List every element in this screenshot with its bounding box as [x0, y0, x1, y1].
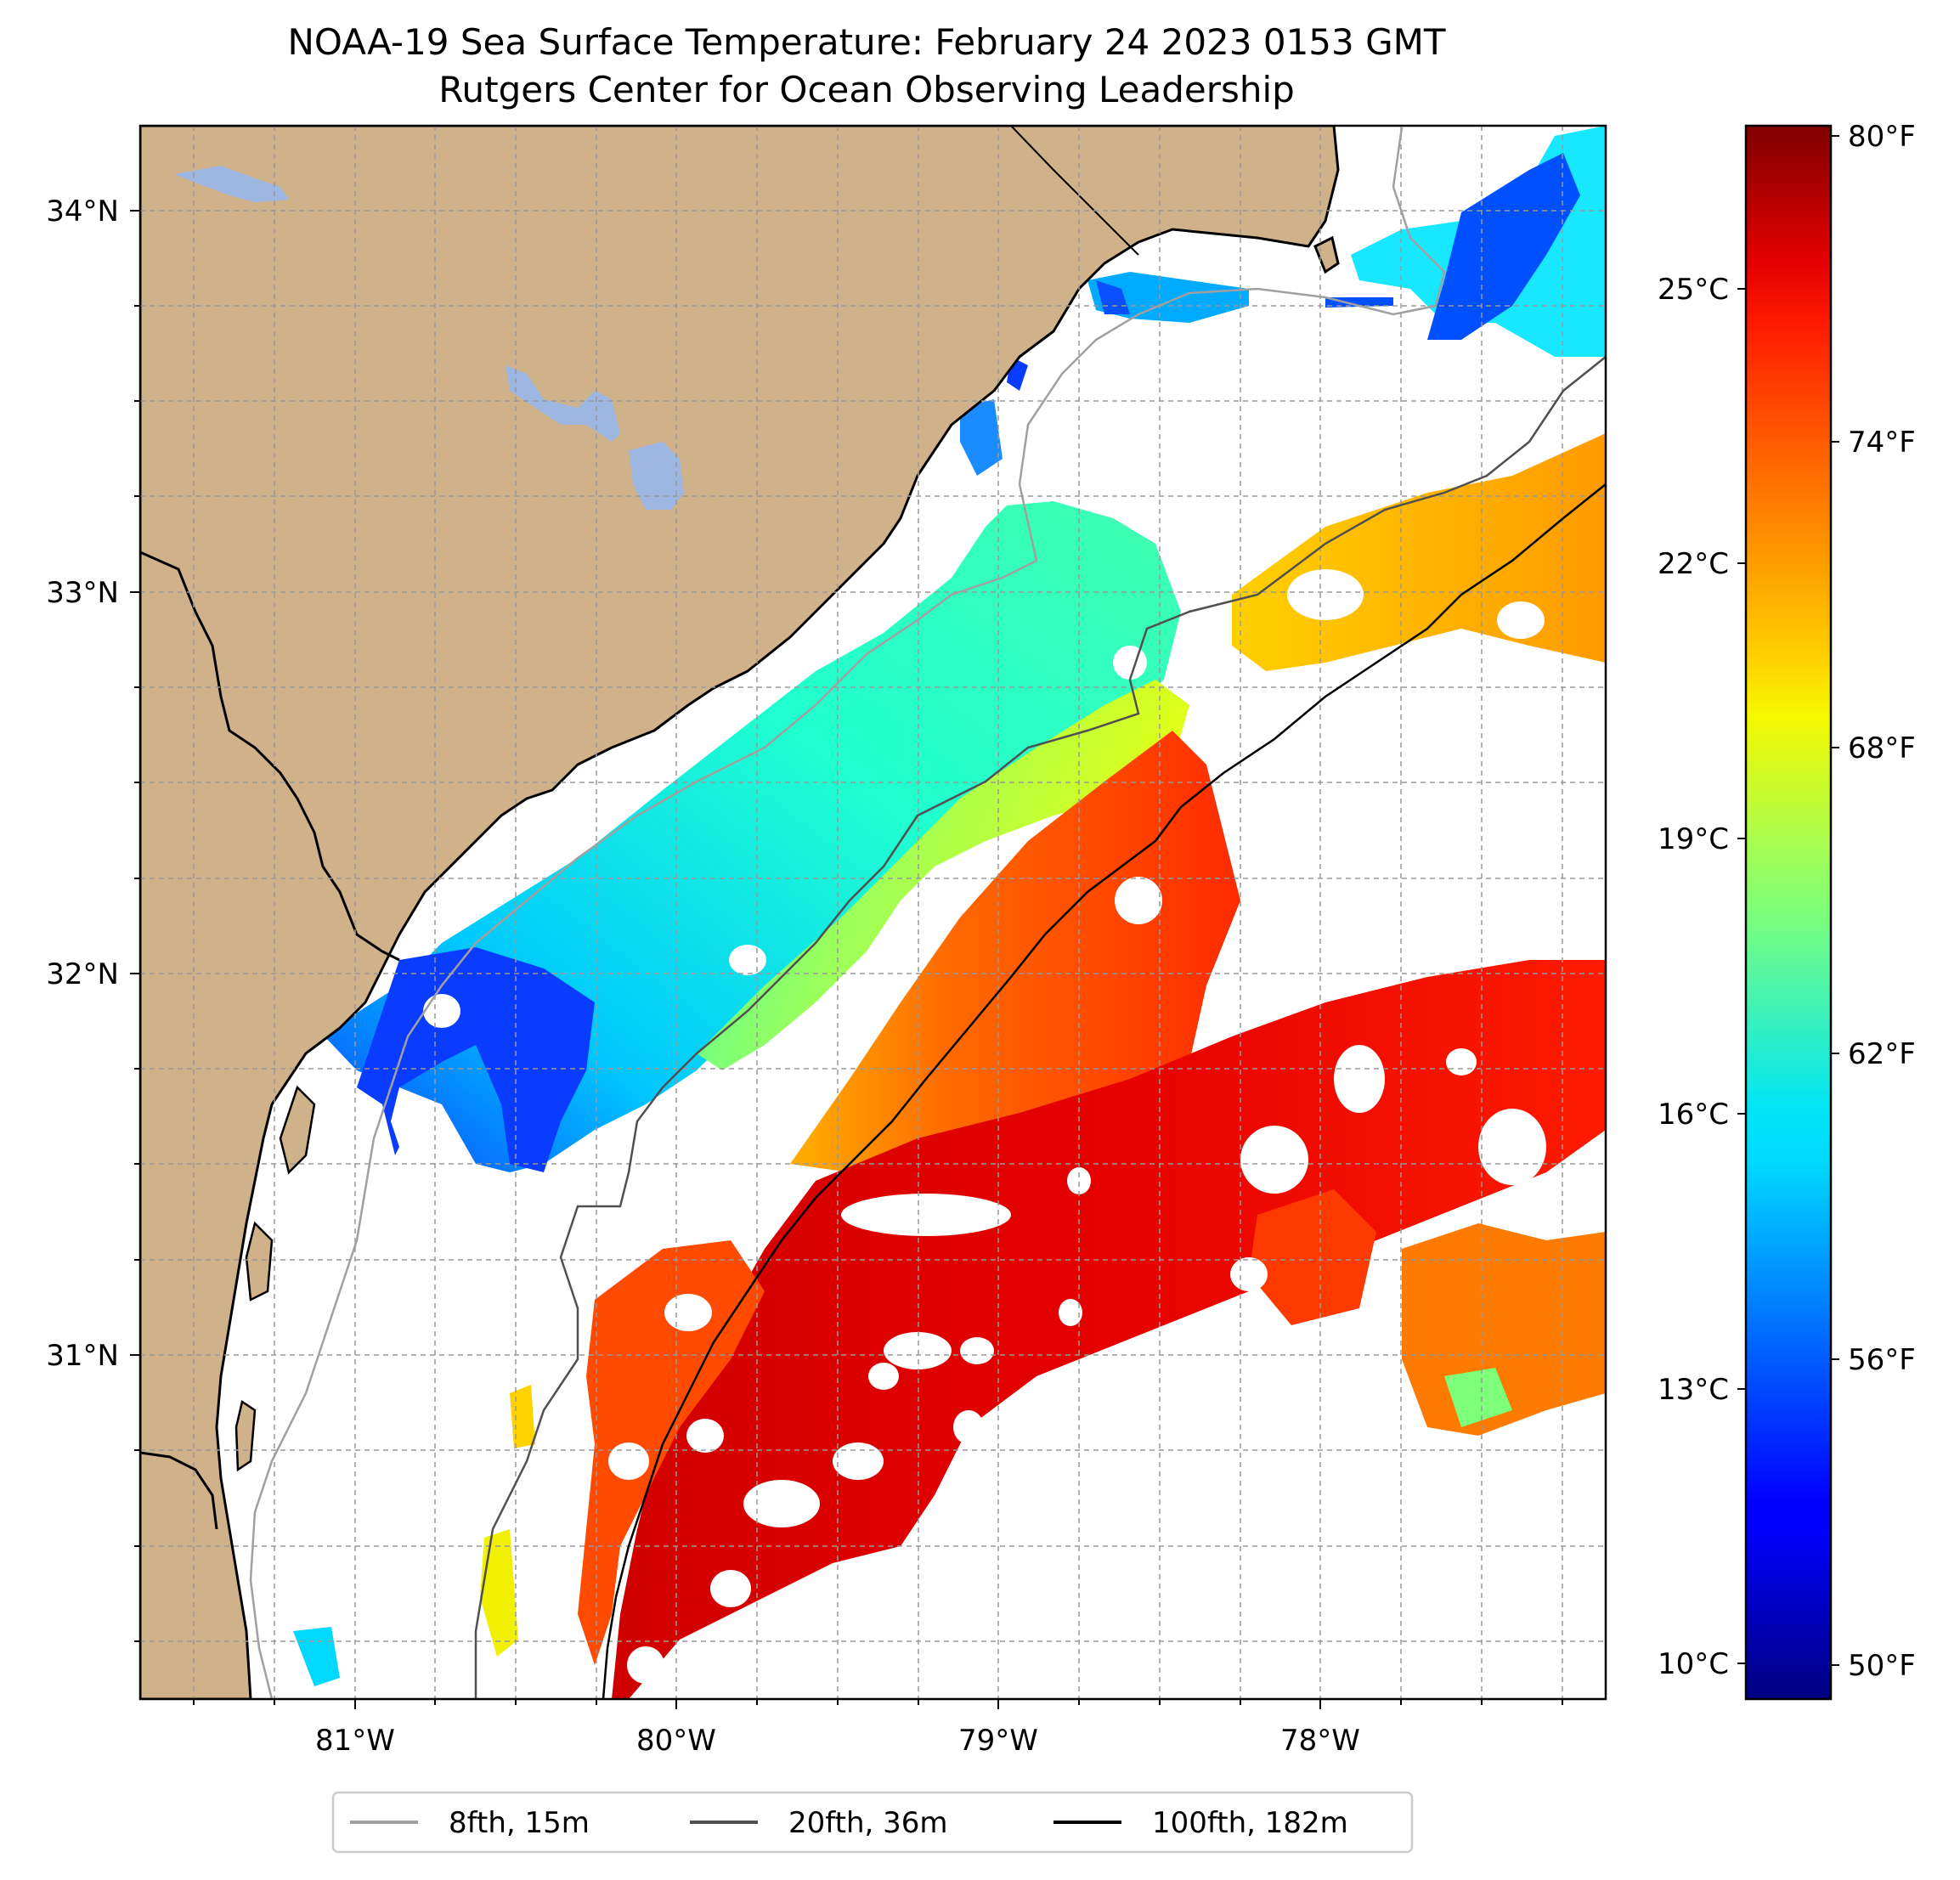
sst-data-layer — [293, 126, 1606, 1699]
sst-ne-blue — [1325, 297, 1393, 308]
legend-label: 20fth, 36m — [788, 1806, 948, 1840]
colorbar-fahrenheit-label: 80°F — [1848, 120, 1916, 154]
sst-yellow-fleck — [480, 1529, 518, 1657]
sea-island — [279, 1085, 316, 1175]
graticule — [140, 126, 1606, 1699]
sst-green-fleck — [1444, 1368, 1512, 1427]
isobath-20fth — [474, 356, 1606, 1699]
map-frame — [138, 124, 1607, 1701]
sst-se-patch — [1249, 1189, 1376, 1325]
lon-tick-label: 80°W — [636, 1724, 716, 1758]
isobath-100fth — [602, 483, 1606, 1699]
colorbar-fahrenheit-label: 56°F — [1848, 1343, 1916, 1377]
sst-blue-patch — [357, 947, 595, 1172]
sea-island — [234, 1399, 257, 1472]
map-area[interactable] — [140, 126, 1606, 1699]
lat-tick-label: 32°N — [46, 957, 119, 991]
isobath-legend: 8fth, 15m 20fth, 36m 100fth, 182m — [331, 1791, 1414, 1854]
map-title: NOAA-19 Sea Surface Temperature: Februar… — [287, 21, 1445, 63]
colorbar: 25°C 22°C 19°C 16°C 13°C 10°C 80°F 74°F … — [1658, 120, 1916, 1701]
sst-south-warm — [578, 1240, 765, 1665]
sst-warm-band — [790, 731, 1240, 1172]
colorbar-celsius-label: 16°C — [1658, 1098, 1729, 1132]
colorbar-celsius-label: 13°C — [1658, 1373, 1729, 1407]
cloud-mask — [423, 569, 1546, 1684]
colorbar-celsius-label: 25°C — [1658, 273, 1729, 307]
sst-blue-patch — [960, 399, 1003, 476]
lat-tick-label: 33°N — [46, 576, 119, 610]
colorbar-celsius-label: 22°C — [1658, 547, 1729, 581]
axis-ticks — [130, 210, 1563, 1709]
colorbar-fahrenheit-label: 62°F — [1848, 1037, 1916, 1071]
lon-tick-label: 79°W — [958, 1724, 1038, 1758]
sst-yellow-fleck — [510, 1385, 535, 1448]
colorbar-fahrenheit-label: 50°F — [1848, 1649, 1916, 1683]
state-border-sc-ga — [140, 550, 400, 962]
sst-hot-core — [612, 960, 1606, 1699]
lat-tick-label: 31°N — [46, 1339, 119, 1373]
sst-ne-blue — [1427, 153, 1580, 340]
lake-marion — [506, 365, 620, 442]
sea-island — [245, 1221, 274, 1301]
colorbar-fahrenheit-label: 68°F — [1848, 731, 1916, 765]
colorbar-celsius-label: 10°C — [1658, 1647, 1729, 1681]
colorbar-ramp — [1744, 124, 1833, 1701]
colorbar-celsius-label: 19°C — [1658, 822, 1729, 856]
lon-tick-label: 78°W — [1280, 1724, 1360, 1758]
legend-label: 8fth, 15m — [449, 1806, 590, 1840]
lake-moultrie — [629, 442, 684, 510]
isobath-8fth — [249, 127, 1446, 1699]
lon-tick-label: 81°W — [315, 1724, 395, 1758]
lake-waccamaw — [174, 166, 289, 202]
legend-label: 100fth, 182m — [1152, 1806, 1348, 1840]
colorbar-fahrenheit-label: 74°F — [1848, 426, 1916, 460]
map-subtitle: Rutgers Center for Ocean Observing Leade… — [438, 69, 1295, 110]
state-border-sc-nc — [1010, 126, 1139, 256]
land-mainland — [140, 126, 1340, 1699]
land-cape-island — [1313, 235, 1340, 274]
lat-tick-label: 34°N — [46, 195, 119, 229]
sst-mid-shelf — [697, 680, 1189, 1070]
state-border-ga-fl — [140, 1451, 218, 1530]
legend-box — [331, 1791, 1414, 1854]
